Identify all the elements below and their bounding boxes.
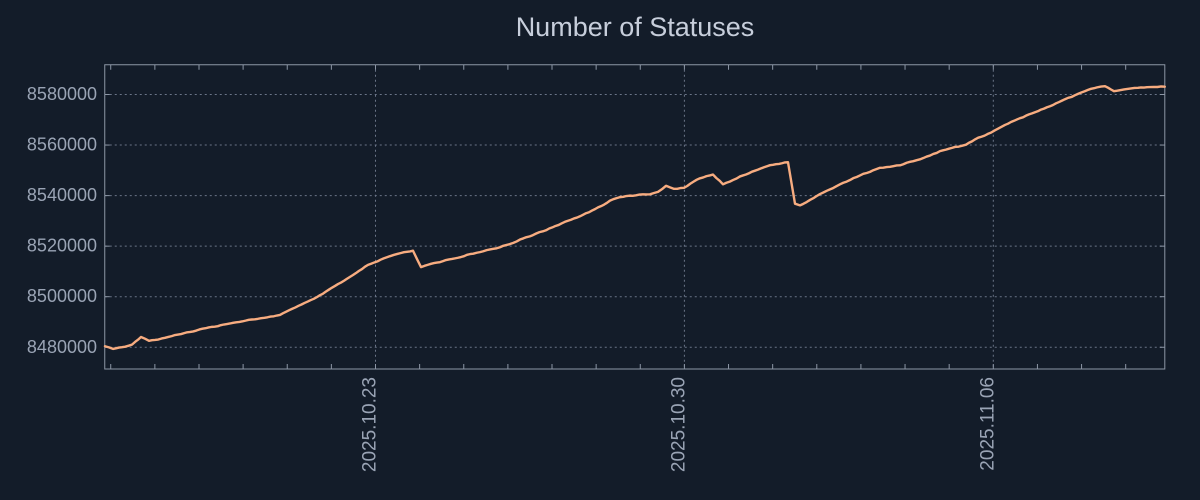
svg-text:8540000: 8540000 <box>27 185 97 205</box>
svg-text:8520000: 8520000 <box>27 236 97 256</box>
svg-text:8560000: 8560000 <box>27 135 97 155</box>
svg-text:2025.11.06: 2025.11.06 <box>977 377 998 471</box>
svg-text:2025.10.23: 2025.10.23 <box>360 377 381 472</box>
svg-text:2025.10.30: 2025.10.30 <box>668 377 689 472</box>
svg-text:8580000: 8580000 <box>27 84 97 104</box>
svg-text:8500000: 8500000 <box>27 286 97 306</box>
svg-text:8480000: 8480000 <box>27 337 97 357</box>
